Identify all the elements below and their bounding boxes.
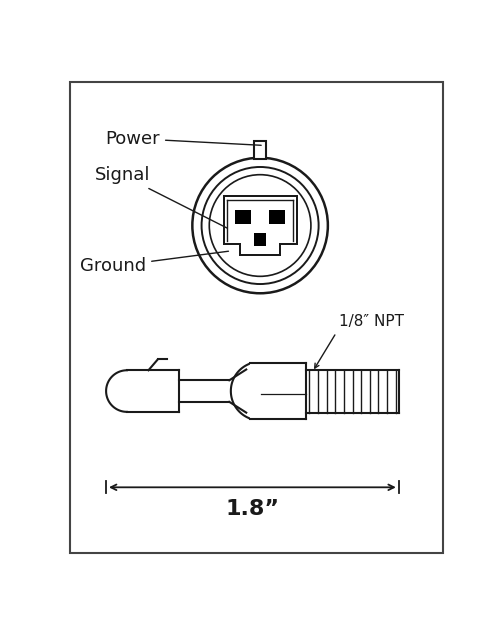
Bar bbox=[254, 233, 266, 246]
Bar bbox=[254, 141, 266, 160]
Bar bbox=[270, 210, 284, 224]
Text: 1.8”: 1.8” bbox=[226, 499, 280, 519]
Bar bbox=[224, 196, 296, 255]
Text: Signal: Signal bbox=[96, 166, 227, 228]
Text: Ground: Ground bbox=[80, 251, 229, 275]
Text: Power: Power bbox=[106, 129, 261, 148]
Text: 1/8″ NPT: 1/8″ NPT bbox=[340, 314, 404, 329]
Bar bbox=[236, 210, 251, 224]
